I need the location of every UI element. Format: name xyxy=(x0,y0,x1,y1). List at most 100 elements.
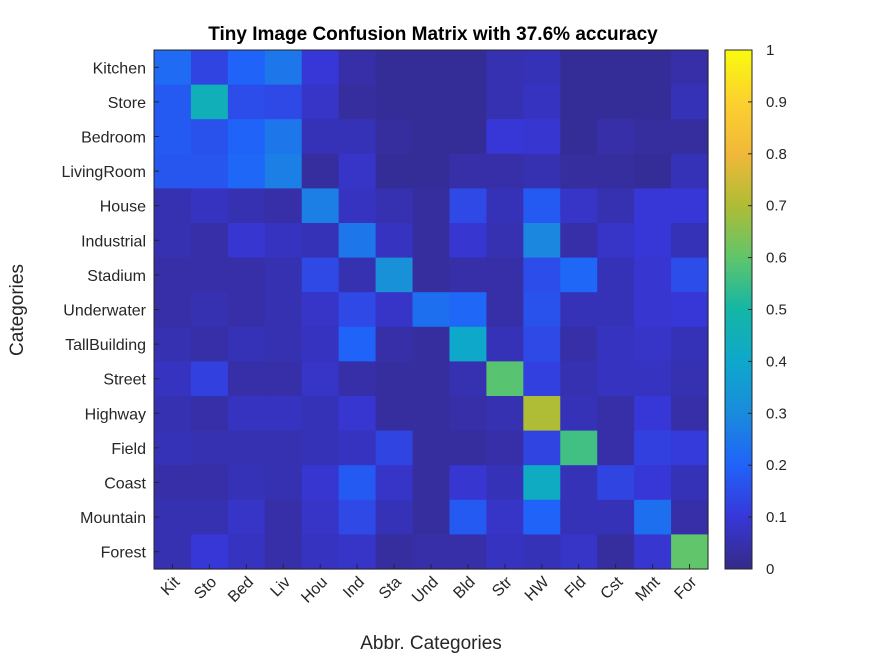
colorbar-tick-label: 0 xyxy=(766,561,774,578)
heatmap-cell xyxy=(486,188,524,224)
heatmap-cell xyxy=(486,50,524,86)
heatmap-cell xyxy=(412,499,451,535)
heatmap-cell xyxy=(154,396,192,432)
heatmap-cell xyxy=(227,119,266,155)
heatmap-cell xyxy=(449,153,487,189)
heatmap-cell xyxy=(154,153,192,189)
heatmap-cell xyxy=(449,84,487,120)
heatmap-cell xyxy=(412,257,451,293)
heatmap-cell xyxy=(671,119,709,155)
colorbar-tick-label: 0.4 xyxy=(766,353,787,370)
heatmap-cell xyxy=(375,326,414,362)
heatmap-cell xyxy=(301,84,340,120)
x-tick-label: Mnt xyxy=(633,573,664,604)
heatmap-cell xyxy=(338,188,377,224)
heatmap-cell xyxy=(412,534,451,570)
heatmap-cell xyxy=(523,84,561,120)
x-tick-label: Sto xyxy=(191,574,220,603)
heatmap-cell xyxy=(449,396,487,432)
heatmap-cell xyxy=(190,292,229,328)
heatmap-cell xyxy=(486,326,524,362)
heatmap-cell xyxy=(523,499,561,535)
heatmap-cell xyxy=(412,396,451,432)
y-tick-label: House xyxy=(100,199,146,216)
x-tick-label: Liv xyxy=(268,574,294,600)
x-tick-label: Sta xyxy=(376,574,405,603)
colorbar xyxy=(724,49,753,570)
heatmap-cell xyxy=(190,396,229,432)
colorbar-tick-label: 0.5 xyxy=(766,302,787,319)
heatmap-cell xyxy=(671,84,709,120)
heatmap-cell xyxy=(375,84,414,120)
heatmap-cell xyxy=(523,188,561,224)
colorbar-ticks: 0 0.1 0.2 0.3 0.4 0.5 0.6 0.7 0.8 0.9 1 xyxy=(748,42,787,578)
heatmap-cell xyxy=(449,465,487,501)
heatmap-cell xyxy=(523,223,561,259)
heatmap-cell xyxy=(412,153,451,189)
colorbar-tick-label: 0.2 xyxy=(766,457,787,474)
heatmap-cell xyxy=(338,361,377,397)
heatmap-cell xyxy=(154,119,192,155)
heatmap-cell xyxy=(301,465,340,501)
heatmap-cell xyxy=(449,50,487,86)
heatmap-cell xyxy=(338,396,377,432)
heatmap-cell xyxy=(523,430,561,466)
y-axis-label: Categories xyxy=(7,264,28,356)
heatmap-cell xyxy=(486,361,524,397)
heatmap-cell xyxy=(190,326,229,362)
colorbar-tick-label: 0.1 xyxy=(766,509,787,526)
heatmap-cell xyxy=(301,361,340,397)
heatmap-cell xyxy=(560,326,598,362)
heatmap-cell xyxy=(523,153,561,189)
heatmap-cell xyxy=(190,223,229,259)
heatmap-cell xyxy=(154,223,192,259)
heatmap-cell xyxy=(301,153,340,189)
heatmap-cell xyxy=(301,534,340,570)
heatmap-cell xyxy=(375,153,414,189)
y-tick-label: Street xyxy=(103,372,146,389)
heatmap-cell xyxy=(412,326,451,362)
heatmap-cell xyxy=(560,499,598,535)
heatmap-cell xyxy=(634,119,672,155)
heatmap-cell xyxy=(671,292,709,328)
heatmap-cell xyxy=(227,465,266,501)
heatmap-cell xyxy=(338,257,377,293)
heatmap-cell xyxy=(412,50,451,86)
heatmap-cell xyxy=(597,84,635,120)
heatmap-cell xyxy=(449,188,487,224)
heatmap-cells xyxy=(154,50,709,570)
heatmap-cell xyxy=(375,223,414,259)
heatmap-cell xyxy=(671,396,709,432)
colorbar-tick-label: 0.8 xyxy=(766,146,787,163)
heatmap-cell xyxy=(597,223,635,259)
x-tick-label: Fld xyxy=(562,574,590,602)
x-tick-label: For xyxy=(671,573,700,602)
heatmap-cell xyxy=(264,119,303,155)
heatmap-cell xyxy=(597,361,635,397)
heatmap-cell xyxy=(264,361,303,397)
heatmap-cell xyxy=(154,50,192,86)
heatmap-cell xyxy=(634,50,672,86)
heatmap-cell xyxy=(449,534,487,570)
heatmap-cell xyxy=(523,119,561,155)
heatmap-cell xyxy=(597,188,635,224)
x-tick-label: Kit xyxy=(158,573,184,599)
colorbar-tick-label: 0.7 xyxy=(766,198,787,215)
y-tick-label: TallBuilding xyxy=(65,337,146,354)
colorbar-tick-label: 0.3 xyxy=(766,405,787,422)
heatmap-cell xyxy=(560,396,598,432)
heatmap-cell xyxy=(671,534,709,570)
heatmap-cell xyxy=(338,465,377,501)
x-tick-label: HW xyxy=(522,573,554,605)
heatmap-cell xyxy=(634,465,672,501)
heatmap-cell xyxy=(375,50,414,86)
heatmap-cell xyxy=(634,84,672,120)
heatmap-cell xyxy=(449,499,487,535)
heatmap-cell xyxy=(264,223,303,259)
heatmap-cell xyxy=(634,223,672,259)
heatmap-cell xyxy=(301,326,340,362)
y-tick-label: LivingRoom xyxy=(62,164,146,181)
heatmap-cell xyxy=(634,430,672,466)
y-tick-label: Forest xyxy=(101,545,147,562)
